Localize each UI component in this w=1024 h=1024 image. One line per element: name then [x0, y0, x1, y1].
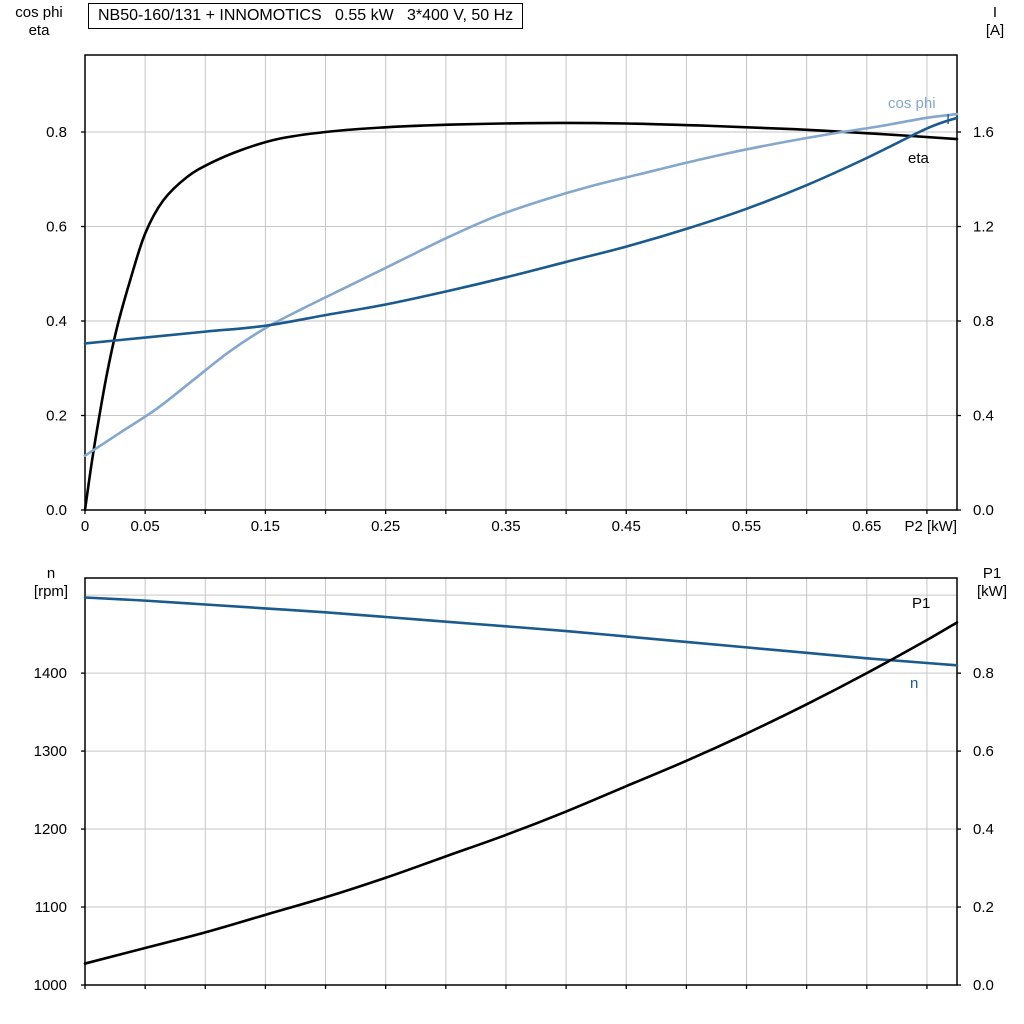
grid — [85, 578, 957, 985]
axis-ticks: 0 0.05 0.15 0.25 0.35 0.45 0.55 0.65 P2 [kW] 0.0 0… — [46, 124, 994, 535]
left-tick-label: 1400 — [34, 665, 67, 682]
x-tick-label: 0.55 — [732, 518, 761, 535]
curve-cos-phi — [83, 112, 959, 457]
curve-I — [83, 116, 959, 345]
axis-title-current: I — [992, 4, 998, 21]
left-tick-label: 1000 — [34, 977, 67, 994]
right-tick-label: 0.8 — [973, 665, 994, 682]
axis-title-cos-phi: cos phi — [15, 4, 63, 21]
bottom-chart-right-axis-title: P1 [kW] — [964, 565, 1020, 601]
axis-title-p1-unit: [kW] — [977, 583, 1007, 600]
left-tick-label: 1200 — [34, 821, 67, 838]
plot-frame — [84, 577, 958, 986]
axis-title-eta: eta — [28, 22, 50, 39]
axis-title-p1: P1 — [982, 565, 1002, 582]
axis-title-current-unit: [A] — [985, 22, 1005, 39]
left-tick-label: 0.8 — [46, 124, 67, 141]
x-tick-label: 0.15 — [251, 518, 280, 535]
plot-frame — [84, 54, 958, 511]
series-label-P1: P1 — [912, 595, 930, 612]
axis-title-speed: n — [46, 565, 56, 582]
chart-speed-inputpower: 1000 1100 1200 1300 1400 0.0 0.2 0.4 0.6 0.8 n P1 — [34, 577, 994, 994]
series-label-n: n — [910, 675, 918, 692]
right-tick-label: 0.0 — [973, 977, 994, 994]
x-tick-label: 0.65 — [852, 518, 881, 535]
right-tick-label: 0.8 — [973, 313, 994, 330]
chart-title: NB50-160/131 + INNOMOTICS 0.55 kW 3*400 … — [88, 3, 524, 29]
right-tick-label: 0.0 — [973, 502, 994, 519]
bottom-chart-left-axis-title: n [rpm] — [20, 565, 82, 601]
curve-n — [83, 596, 959, 667]
x-tick-label: 0.35 — [491, 518, 520, 535]
axis-title-speed-unit: [rpm] — [33, 583, 69, 600]
x-tick-label: 0.05 — [131, 518, 160, 535]
series-label-cos-phi: cos phi — [888, 95, 936, 112]
right-tick-label: 1.2 — [973, 219, 994, 236]
right-tick-label: 1.6 — [973, 124, 994, 141]
left-tick-label: 1300 — [34, 743, 67, 760]
left-tick-label: 0.4 — [46, 313, 67, 330]
left-tick-label: 0.2 — [46, 408, 67, 425]
x-axis-label: P2 [kW] — [904, 518, 957, 535]
left-tick-label: 0.6 — [46, 219, 67, 236]
right-tick-label: 0.6 — [973, 743, 994, 760]
right-tick-label: 0.4 — [973, 408, 994, 425]
curve-P1 — [83, 621, 959, 965]
series-label-eta: eta — [908, 150, 930, 167]
x-tick-label: 0 — [81, 518, 89, 535]
top-chart-left-axis-title: cos phi eta — [2, 4, 76, 40]
series-label-I: I — [946, 111, 950, 128]
right-tick-label: 0.2 — [973, 899, 994, 916]
right-tick-label: 0.4 — [973, 821, 994, 838]
x-tick-label: 0.45 — [612, 518, 641, 535]
axis-ticks: 1000 1100 1200 1300 1400 0.0 0.2 0.4 0.6 0.8 — [34, 665, 994, 994]
curve-eta — [83, 121, 959, 512]
left-tick-label: 0.0 — [46, 502, 67, 519]
left-tick-label: 1100 — [35, 899, 67, 916]
chart-efficiency-powerfactor-current: 0 0.05 0.15 0.25 0.35 0.45 0.55 0.65 P2 [kW] 0.0 0… — [46, 54, 994, 535]
x-tick-label: 0.25 — [371, 518, 400, 535]
top-chart-right-axis-title: I [A] — [972, 4, 1018, 40]
